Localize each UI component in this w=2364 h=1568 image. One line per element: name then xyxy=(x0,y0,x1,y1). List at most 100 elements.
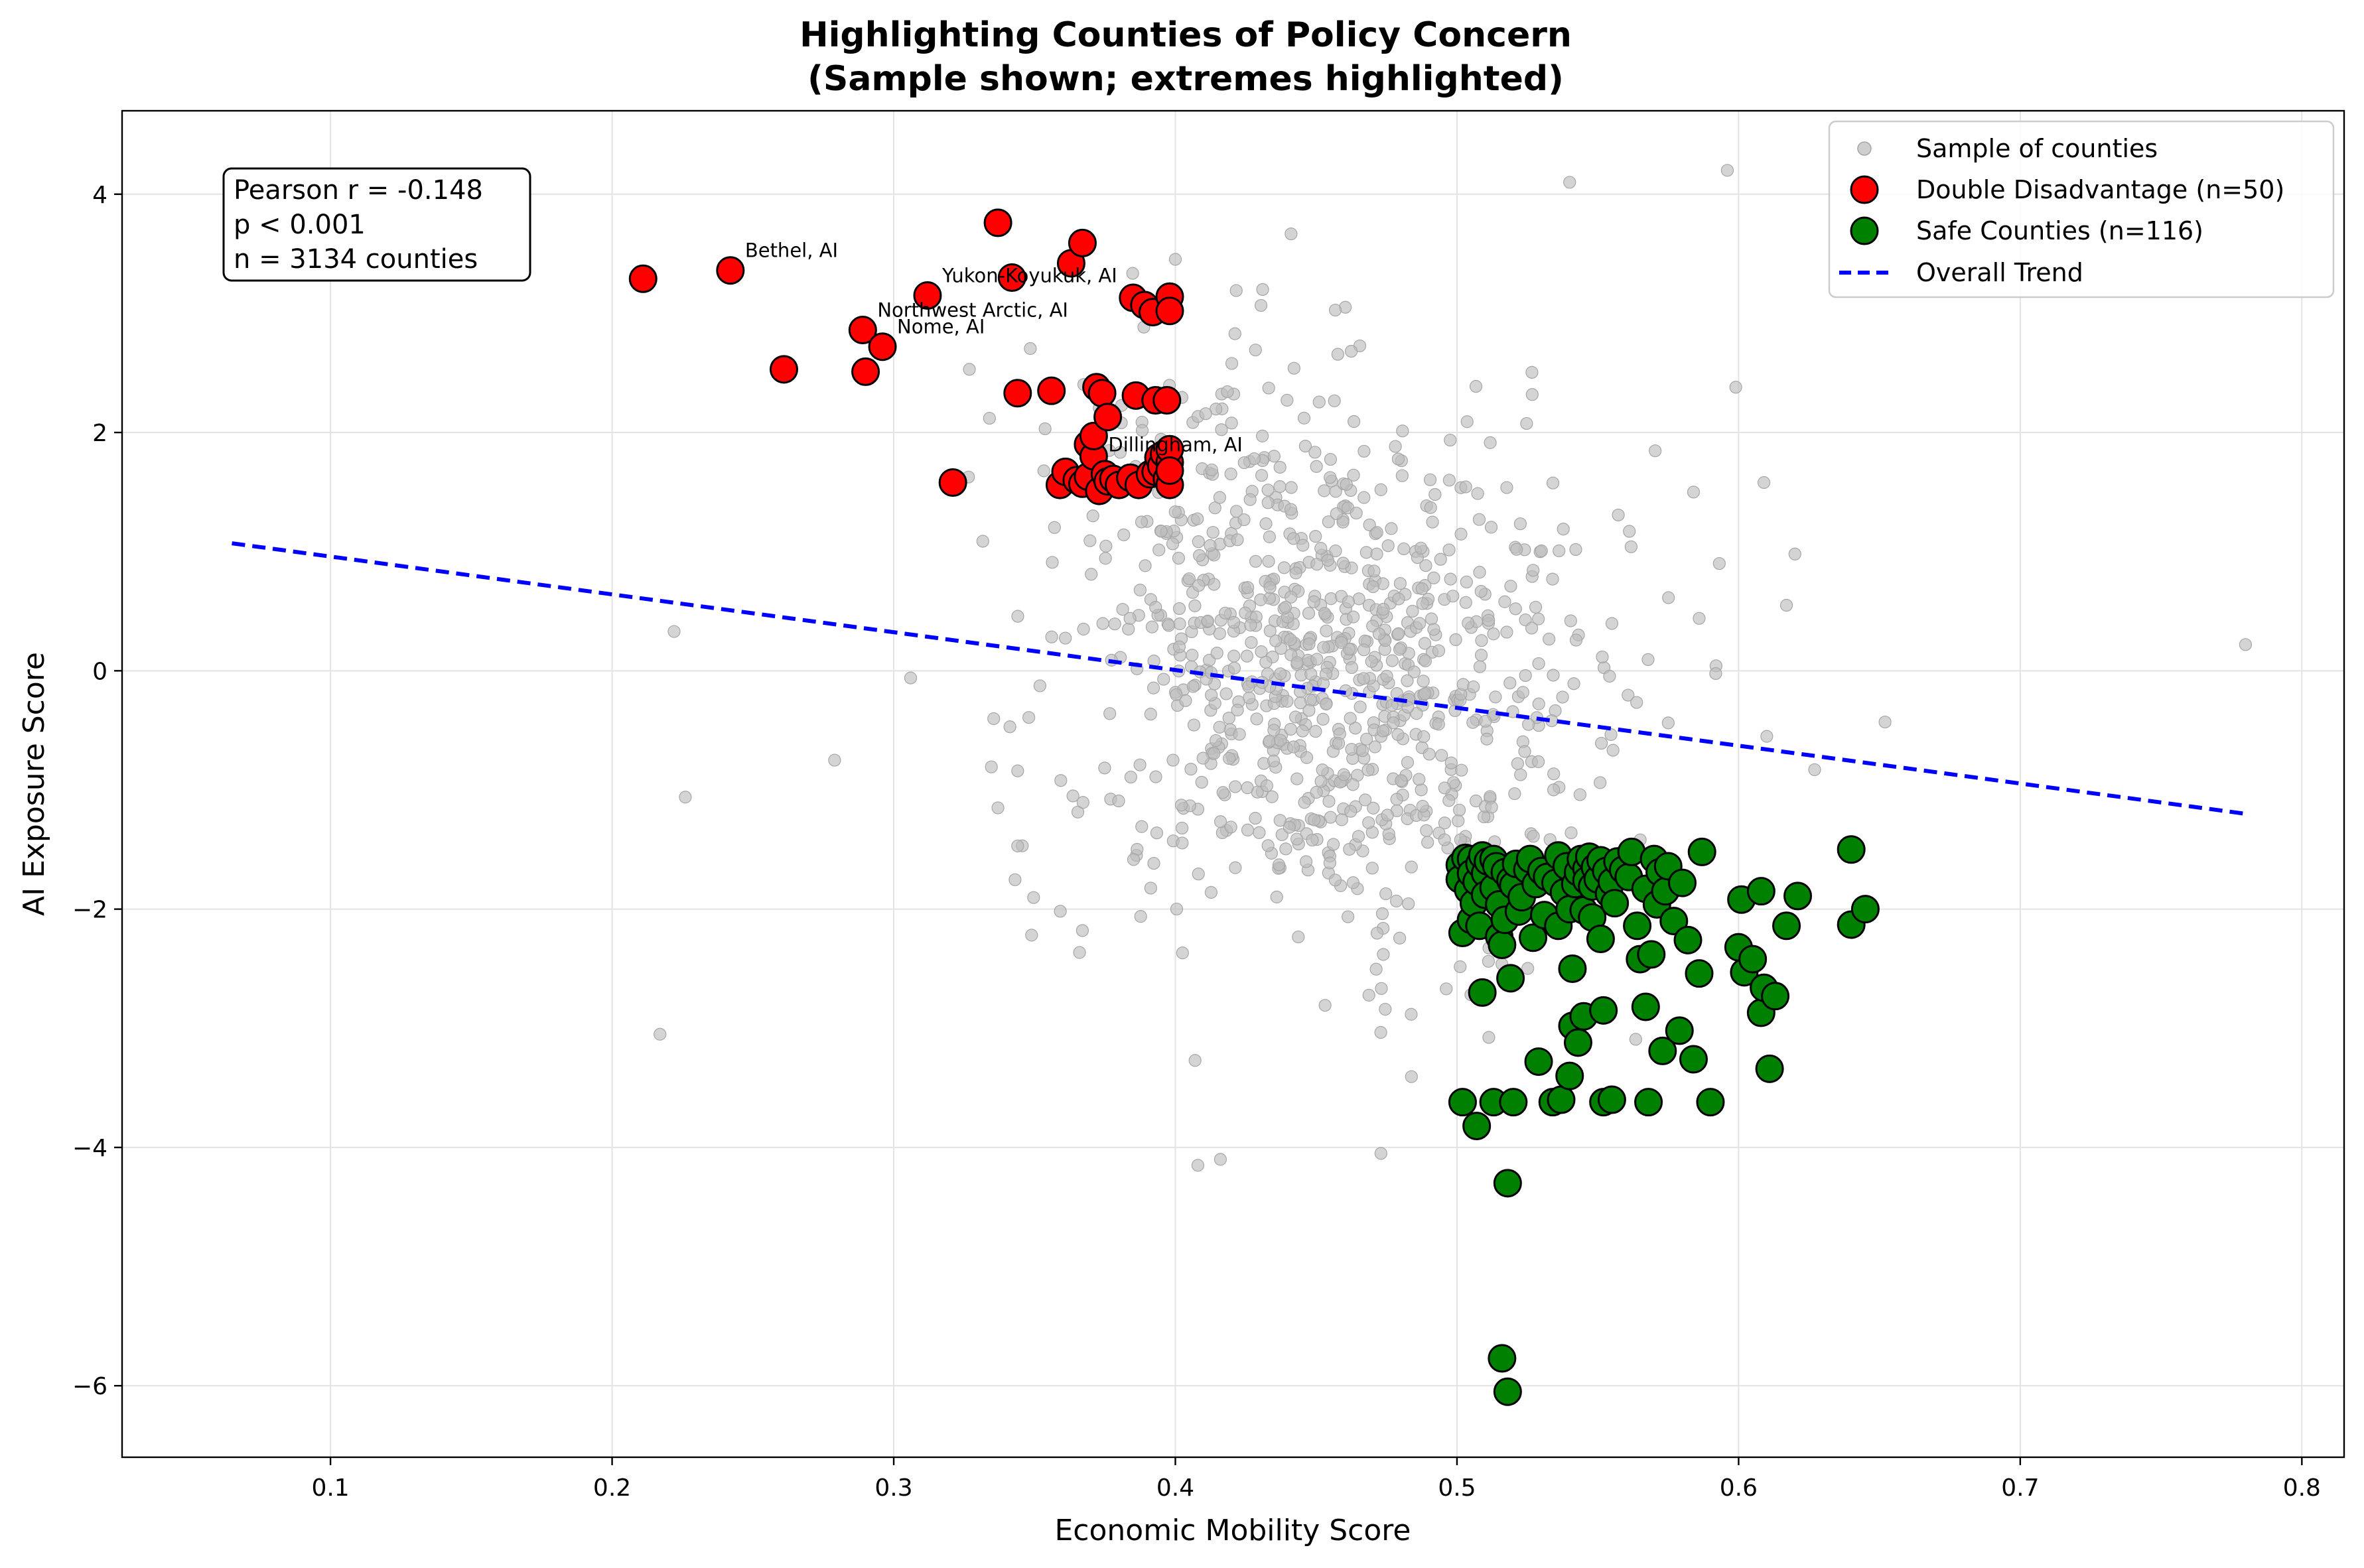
sample-point xyxy=(1449,633,1462,646)
sample-point xyxy=(1216,786,1229,799)
sample-point xyxy=(1166,537,1180,551)
sample-point xyxy=(1272,858,1286,872)
plot-frame xyxy=(121,109,2345,1459)
sample-point xyxy=(1469,794,1483,808)
sample-point xyxy=(1878,715,1892,729)
sample-point xyxy=(1328,394,1341,407)
sample-point xyxy=(1188,1054,1202,1067)
sample-point xyxy=(1460,415,1474,428)
sample-point xyxy=(1416,597,1429,610)
sample-point xyxy=(1367,564,1381,578)
sample-point xyxy=(1214,1153,1227,1166)
sample-point xyxy=(1330,507,1343,521)
x-tick-label: 0.8 xyxy=(2283,1474,2321,1502)
safe-county-point xyxy=(1488,931,1517,960)
sample-point xyxy=(1025,929,1038,942)
safe-county-point xyxy=(1679,1045,1708,1074)
sample-point xyxy=(1168,253,1182,266)
sample-point xyxy=(1170,688,1183,701)
safe-county-point xyxy=(1488,1344,1517,1373)
sample-point xyxy=(1808,763,1821,777)
sample-point xyxy=(1261,484,1275,497)
sample-point xyxy=(1176,836,1189,850)
legend-sample-marker xyxy=(1857,141,1872,156)
legend-safe-label: Safe Counties (n=116) xyxy=(1916,216,2203,245)
safe-county-point xyxy=(1738,945,1768,974)
safe-county-point xyxy=(1783,882,1813,911)
sample-point xyxy=(1525,365,1539,379)
trend-line xyxy=(232,541,2246,816)
sample-point xyxy=(1287,361,1300,375)
sample-point xyxy=(987,712,1001,726)
point-annotation: Nome, AI xyxy=(897,316,985,338)
y-tick-label: 0 xyxy=(92,658,107,685)
safe-county-point xyxy=(1648,1036,1677,1065)
sample-point xyxy=(1224,820,1237,834)
sample-point xyxy=(1395,469,1409,482)
sample-point xyxy=(1221,385,1234,399)
sample-point xyxy=(1428,488,1442,501)
sample-point xyxy=(1011,610,1024,623)
sample-point xyxy=(1085,568,1098,581)
sample-point xyxy=(1622,688,1635,702)
sample-point xyxy=(1354,700,1367,714)
sample-point xyxy=(1214,815,1227,828)
sample-point xyxy=(1199,407,1212,421)
sample-point xyxy=(1365,862,1379,875)
sample-point xyxy=(1393,643,1407,656)
sample-point xyxy=(1788,547,1801,560)
sample-point xyxy=(1113,446,1127,459)
sample-point xyxy=(828,753,841,767)
sample-point xyxy=(1467,680,1480,694)
sample-point xyxy=(1414,541,1428,555)
grid xyxy=(122,111,2344,1457)
sample-point xyxy=(1454,527,1468,541)
sample-point xyxy=(1229,284,1243,297)
sample-point xyxy=(667,625,681,638)
sample-point xyxy=(1474,585,1488,598)
sample-point xyxy=(1393,577,1407,590)
double-disadvantage-point xyxy=(1152,386,1182,415)
sample-point xyxy=(1405,860,1418,874)
sample-point xyxy=(1525,621,1539,635)
sample-point xyxy=(1459,480,1472,493)
sample-point xyxy=(1381,809,1394,822)
sample-point xyxy=(1336,515,1350,529)
double-disadvantage-point xyxy=(983,208,1012,237)
sample-point xyxy=(1309,530,1322,543)
sample-point xyxy=(1279,842,1292,856)
sample-point xyxy=(1758,476,1771,490)
sample-point xyxy=(1173,617,1186,631)
sample-point xyxy=(1073,946,1086,959)
sample-point xyxy=(1296,724,1309,738)
sample-point xyxy=(1123,612,1137,625)
sample-point xyxy=(1421,836,1434,849)
sample-point xyxy=(1213,720,1226,734)
sample-point xyxy=(1191,512,1204,525)
sample-point xyxy=(1219,687,1233,700)
sample-point xyxy=(1415,582,1428,596)
sample-point xyxy=(1425,612,1438,625)
safe-county-point xyxy=(1634,1088,1663,1117)
sample-point xyxy=(1227,661,1241,675)
safe-county-point xyxy=(1850,895,1880,924)
double-disadvantage-point xyxy=(1068,228,1097,257)
sample-point xyxy=(1376,724,1390,738)
sample-point xyxy=(1500,481,1513,494)
sample-point xyxy=(1390,894,1403,908)
sample-point xyxy=(1567,677,1580,690)
sample-point xyxy=(1322,795,1336,808)
sample-point xyxy=(1603,669,1616,683)
sample-point xyxy=(1547,669,1560,682)
sample-point xyxy=(1231,703,1244,717)
sample-point xyxy=(1227,616,1241,629)
sample-point xyxy=(1170,902,1184,916)
sample-point xyxy=(1343,842,1356,856)
sample-point xyxy=(1306,833,1319,847)
sample-point xyxy=(983,411,996,425)
sample-point xyxy=(1332,737,1346,750)
sample-point xyxy=(1254,298,1268,312)
legend: Sample of counties Double Disadvantage (… xyxy=(1828,120,2335,298)
sample-point xyxy=(1298,439,1312,453)
sample-point xyxy=(1563,176,1576,189)
